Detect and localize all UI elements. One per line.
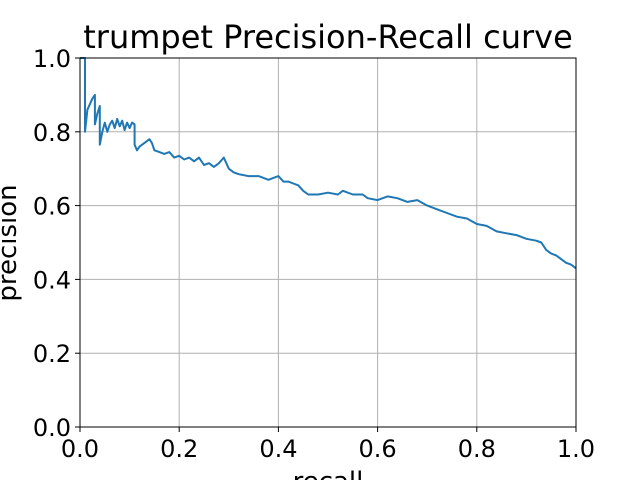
x-axis-label: recall	[293, 467, 364, 480]
tick-labels: 0.0 0.2 0.4 0.6 0.8 1.0 0.0 0.2 0.4 0.6 0.8 1.0	[33, 45, 595, 463]
y-axis-label: precision	[0, 184, 23, 301]
y-tick-label: 0.0	[33, 414, 71, 442]
x-tick-label: 0.2	[160, 435, 198, 463]
precision-recall-curve	[80, 57, 577, 270]
x-tick-label: 0.0	[61, 435, 99, 463]
x-tick-label: 0.4	[259, 435, 297, 463]
chart-title: trumpet Precision-Recall curve	[83, 18, 573, 56]
axis-ticks	[75, 57, 577, 432]
y-tick-label: 0.4	[33, 266, 71, 294]
x-tick-label: 0.6	[359, 435, 397, 463]
x-tick-label: 1.0	[557, 435, 595, 463]
y-tick-label: 1.0	[33, 45, 71, 73]
plot-frame	[79, 57, 577, 428]
x-tick-label: 0.8	[458, 435, 496, 463]
y-tick-label: 0.2	[33, 340, 71, 368]
grid-lines	[79, 57, 577, 428]
plot-series	[80, 57, 577, 270]
y-tick-label: 0.8	[33, 119, 71, 147]
y-tick-label: 0.6	[33, 193, 71, 221]
